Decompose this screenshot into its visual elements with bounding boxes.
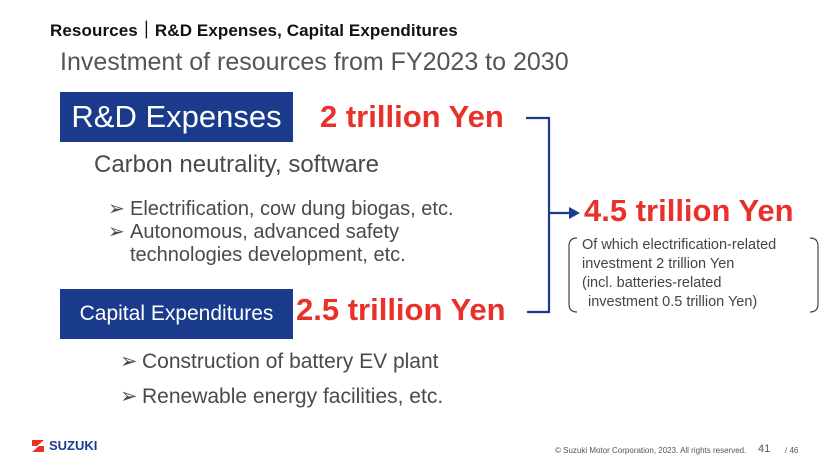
bullet-text: Electrification, cow dung biogas, etc. — [130, 198, 454, 220]
total-amount: 4.5 trillion Yen — [584, 193, 794, 228]
capex-bullet-list: ➢ Construction of battery EV plant ➢ Ren… — [120, 344, 443, 414]
rd-amount: 2 trillion Yen — [320, 99, 504, 134]
note-line: investment 0.5 trillion Yen) — [588, 294, 758, 310]
rd-bullet-list: ➢ Electrification, cow dung biogas, etc.… — [108, 198, 528, 267]
right-bracket — [809, 237, 819, 313]
bullet-text: Renewable energy facilities, etc. — [142, 385, 444, 408]
list-item: ➢ Autonomous, advanced safety technologi… — [108, 221, 528, 267]
rd-expenses-label: R&D Expenses — [60, 92, 293, 142]
left-bracket — [568, 237, 578, 313]
arrow-head-icon — [569, 207, 580, 219]
page-total: / 46 — [785, 446, 799, 455]
logo-text: SUZUKI — [49, 438, 98, 453]
suzuki-s-icon — [32, 439, 44, 452]
note-line: (incl. batteries-related — [582, 275, 722, 291]
arrow-bullet-icon: ➢ — [108, 198, 125, 220]
list-item: ➢ Construction of battery EV plant — [120, 344, 443, 379]
bullet-text: Construction of battery EV plant — [142, 350, 439, 373]
total-note: Of which electrification-related investm… — [572, 236, 812, 312]
page-number: 41 — [758, 443, 771, 455]
slide-header: Resources｜R&D Expenses, Capital Expendit… — [50, 21, 458, 40]
list-item: ➢ Renewable energy facilities, etc. — [120, 379, 443, 414]
note-line: Of which electrification-related — [582, 237, 777, 253]
arrow-bullet-icon: ➢ — [120, 350, 138, 373]
arrow-bullet-icon: ➢ — [108, 221, 125, 243]
arrow-bullet-icon: ➢ — [120, 385, 138, 408]
copyright-text: © Suzuki Motor Corporation, 2023. All ri… — [555, 446, 747, 455]
capex-amount: 2.5 trillion Yen — [296, 292, 506, 327]
note-line: investment 2 trillion Yen — [582, 256, 735, 272]
rd-description: Carbon neutrality, software — [94, 151, 380, 178]
slide-subtitle: Investment of resources from FY2023 to 2… — [60, 48, 569, 76]
suzuki-logo: SUZUKI — [30, 438, 97, 453]
bullet-text: Autonomous, advanced safety technologies… — [130, 221, 406, 266]
capex-label: Capital Expenditures — [60, 289, 293, 339]
bracket-line — [526, 116, 551, 314]
list-item: ➢ Electrification, cow dung biogas, etc. — [108, 198, 528, 221]
